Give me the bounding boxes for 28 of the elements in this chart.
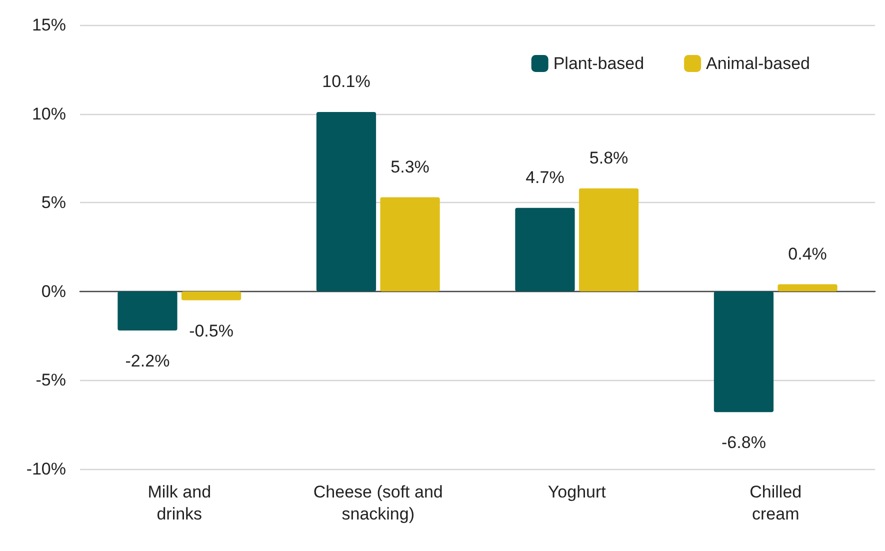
x-tick-label: Milk and drinks — [148, 482, 212, 524]
data-label: 5.8% — [589, 148, 628, 168]
bar — [380, 197, 440, 292]
legend-label: Animal-based — [706, 54, 810, 73]
data-label: -2.2% — [125, 351, 170, 370]
bar — [778, 284, 838, 292]
data-label: 4.7% — [526, 168, 564, 187]
y-tick-label: -10% — [26, 460, 66, 478]
y-tick-label: 15% — [32, 16, 66, 34]
x-tick-label: Cheese (soft and snacking) — [313, 482, 443, 524]
y-tick-label: 0% — [41, 282, 66, 301]
y-tick-label: -5% — [36, 370, 66, 390]
data-label: 0.4% — [788, 244, 827, 264]
bar — [714, 291, 774, 412]
data-label: 10.1% — [322, 72, 370, 92]
legend-label: Plant-based — [553, 54, 644, 73]
bar — [515, 208, 575, 292]
x-tick-label: Yoghurt — [548, 482, 606, 502]
bar — [118, 291, 178, 330]
data-label: -6.8% — [722, 433, 766, 452]
y-tick-label: 10% — [32, 104, 66, 124]
y-tick-label: 5% — [41, 193, 66, 212]
data-label: 5.3% — [390, 157, 430, 176]
data-label: -0.5% — [189, 321, 234, 340]
x-tick-label: Chilled cream — [750, 482, 802, 524]
bar — [181, 291, 242, 300]
bar — [578, 188, 639, 292]
bar — [316, 112, 376, 292]
